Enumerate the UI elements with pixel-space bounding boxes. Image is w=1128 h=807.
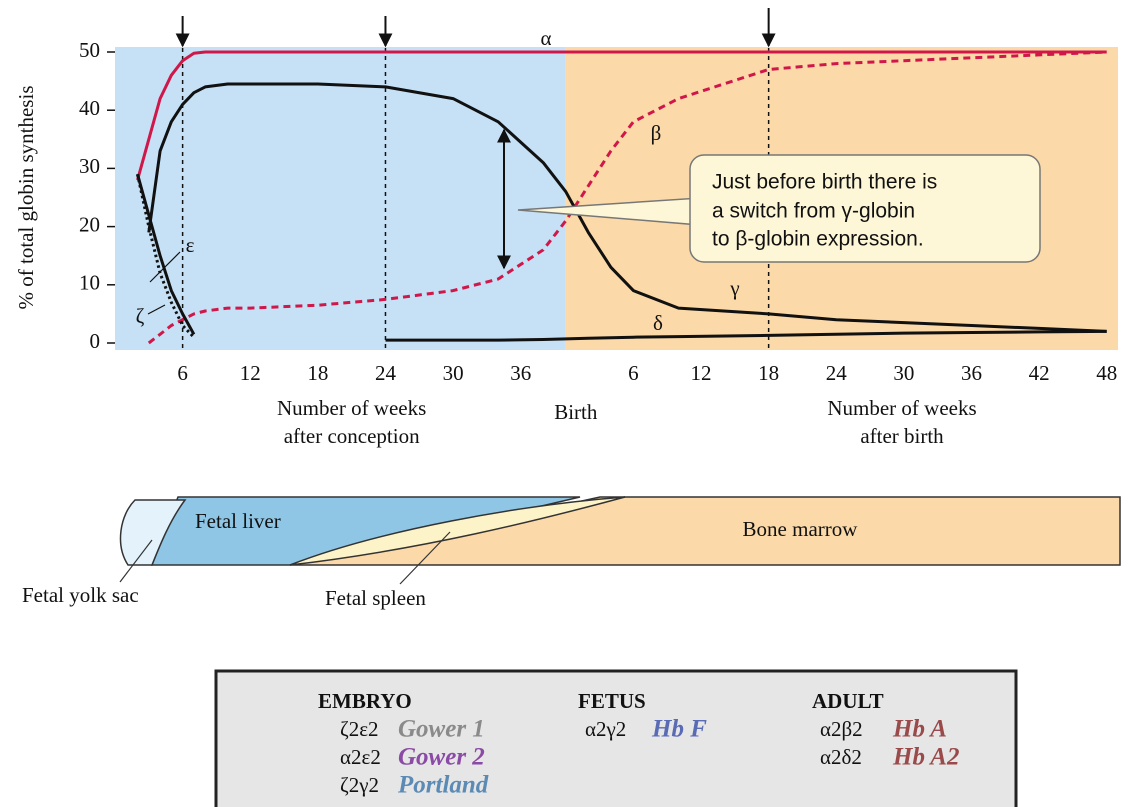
x-tick-label: 24 [375,361,397,385]
x-tick-label: 6 [177,361,188,385]
x-axis-label: Number of weeks [827,396,976,420]
callout-box [689,154,1041,263]
x-tick-label: 30 [893,361,914,385]
leader-line [119,539,153,583]
globin-formula: ζ2ε2 [340,717,379,741]
stage-heading: EMBRYO [318,689,412,713]
y-tick-label: 0 [90,329,101,353]
x-axis-label: after birth [860,424,944,448]
callout-text: a switch from γ-globin [712,200,915,223]
x-tick-label: 24 [826,361,848,385]
series-line [147,82,1107,333]
hemoglobin-name: Gower 2 [398,744,485,771]
y-tick-label: 20 [79,212,100,236]
callout-text: Just before birth there is [712,171,937,194]
x-tick-label: 36 [510,361,531,385]
series-line [136,173,196,336]
series-line [147,50,1107,345]
x-tick-label: 42 [1029,361,1050,385]
birth-label: Birth [554,400,598,424]
organ-label: Fetal liver [195,509,281,533]
x-tick-label: 48 [1096,361,1117,385]
y-axis-label: % of total globin synthesis [14,86,38,310]
x-tick-label: 12 [691,361,712,385]
hemoglobin-name: Hb A2 [892,744,959,771]
stage-heading: ADULT [812,689,884,713]
series-label: ε [186,233,195,257]
x-tick-label: 6 [628,361,639,385]
y-tick-label: 30 [79,154,100,178]
y-tick-label: 10 [79,271,100,295]
x-axis-label: after conception [284,424,420,448]
organ-label: Bone marrow [743,517,859,541]
x-tick-label: 30 [443,361,464,385]
x-tick-label: 12 [240,361,261,385]
globin-formula: α2β2 [820,717,863,741]
x-tick-label: 18 [307,361,328,385]
hemoglobin-box [214,669,1018,807]
series-label: β [651,121,662,145]
organ-label: Fetal yolk sac [22,583,139,607]
hemoglobin-name: Hb A [892,716,947,743]
globin-formula: α2δ2 [820,745,862,769]
globin-formula: α2γ2 [585,717,626,741]
hemoglobin-name: Hb F [651,716,707,743]
x-tick-label: 36 [961,361,982,385]
series-line [136,50,1107,181]
x-axis-label: Number of weeks [277,396,426,420]
stage-heading: FETUS [578,689,646,713]
callout-text: to β-globin expression. [712,228,924,251]
series-label: α [540,26,551,50]
leader-line [399,531,451,585]
y-tick-label: 40 [79,96,100,120]
series-label: ζ [136,304,145,328]
plot: 0 10 20 30 40 50 6 12 18 24 30 36 6 12 18 24 30 36 42 48 Bir… [14,8,1117,448]
fetal-spleen-region [289,496,626,566]
series-label: δ [653,311,663,335]
leader-line [147,304,166,315]
globin-formula: α2ε2 [340,745,381,769]
yolk-sac-region [119,499,187,566]
leader-line [149,251,181,283]
globin-formula: ζ2γ2 [340,773,379,797]
hemoglobin-name: Gower 1 [398,716,485,743]
series-label: γ [729,276,739,300]
hemoglobin-table: EMBRYO ζ2ε2 Gower 1 α2ε2 Gower 2 ζ2γ2 Portland… [318,689,959,799]
x-tick-label: 18 [758,361,779,385]
series-line [385,329,1107,342]
hemoglobin-name: Portland [397,772,489,799]
y-tick-label: 50 [79,38,100,62]
series-line [136,173,195,339]
organ-label: Fetal spleen [325,586,426,610]
